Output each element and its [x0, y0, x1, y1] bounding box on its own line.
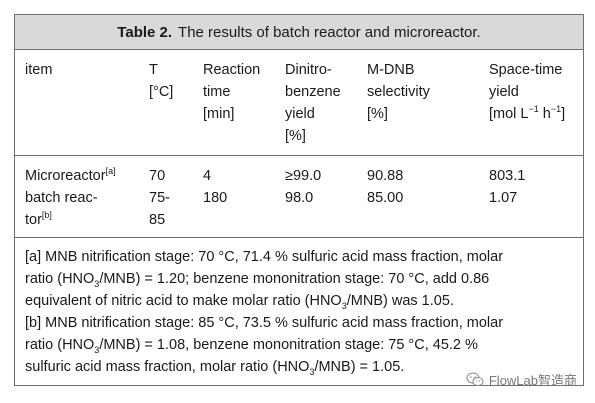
header-divider: [15, 155, 583, 156]
footnote-divider: [15, 237, 583, 238]
header-item: item: [25, 62, 53, 78]
row-batch-temperature: 75- 85: [149, 190, 170, 228]
caption-text: The results of batch reactor and microre…: [178, 23, 481, 41]
row-batch-item: batch reac- tor[b]: [25, 190, 98, 228]
results-table: Table 2. The results of batch reactor an…: [14, 14, 584, 386]
watermark: FlowLab智造商: [466, 370, 577, 389]
wechat-icon: [466, 372, 484, 386]
row-microreactor-selectivity: 90.88: [367, 168, 404, 184]
header-dinitrobenzene-yield: Dinitro- benzene yield [%]: [285, 62, 341, 144]
row-batch-selectivity: 85.00: [367, 190, 404, 206]
footnote-a-line3: equivalent of nitric acid to make molar …: [25, 293, 454, 311]
header-mdnb-selectivity: M-DNB selectivity [%]: [367, 62, 430, 122]
footnote-b-line3: sulfuric acid mass fraction, molar ratio…: [25, 359, 405, 377]
footnote-a-line2: ratio (HNO3/MNB) = 1.20; benzene mononit…: [25, 271, 490, 289]
watermark-text: FlowLab智造商: [488, 373, 577, 388]
row-microreactor-temperature: 70: [149, 168, 166, 184]
row-microreactor-yield: ≥99.0: [285, 168, 322, 184]
footnote-a-line1: [a] MNB nitrification stage: 70 °C, 71.4…: [25, 249, 504, 265]
row-batch-time: 180: [203, 190, 228, 206]
row-microreactor-time: 4: [203, 168, 212, 184]
row-microreactor-item: Microreactor[a]: [25, 166, 116, 184]
caption-label: Table 2.: [117, 23, 173, 41]
table-caption: Table 2. The results of batch reactor an…: [15, 15, 583, 50]
row-microreactor-space-time-yield: 803.1: [489, 168, 526, 184]
header-space-time-yield: Space-time yield [mol L−1 h−1]: [489, 62, 566, 122]
footnote-b-line2: ratio (HNO3/MNB) = 1.08, benzene mononit…: [25, 337, 478, 355]
header-reaction-time: Reaction time [min]: [203, 62, 261, 122]
row-batch-space-time-yield: 1.07: [489, 190, 518, 206]
row-batch-yield: 98.0: [285, 190, 314, 206]
header-temperature: T [°C]: [149, 62, 174, 100]
footnote-b-line1: [b] MNB nitrification stage: 85 °C, 73.5…: [25, 315, 504, 331]
